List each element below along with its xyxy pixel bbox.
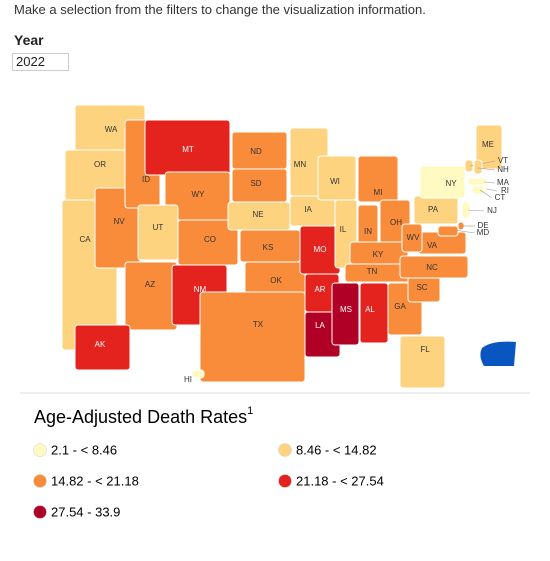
legend-label: 27.54 - 33.9	[51, 504, 120, 519]
state-label: ND	[250, 147, 262, 156]
state-label: KY	[373, 250, 384, 259]
state-label: MS	[340, 305, 352, 314]
legend-swatch	[278, 474, 292, 488]
state-label: NY	[445, 179, 457, 188]
state-label: NC	[426, 263, 438, 272]
state-label: TN	[367, 267, 378, 276]
state-shape[interactable]	[191, 369, 205, 379]
state-label: DE	[477, 221, 488, 230]
state-label: WY	[192, 190, 206, 199]
state-label: KS	[263, 243, 274, 252]
state-label: NE	[252, 210, 263, 219]
legend-label: 14.82 - < 21.18	[51, 473, 139, 488]
state-shape[interactable]	[471, 185, 485, 195]
territory-shape	[480, 341, 516, 366]
state-label: MO	[314, 245, 327, 254]
states: WA OR CA NV ID MT WY UT CO AZ NM ND SD NE KS OK TX MN IA MO…	[61, 104, 510, 389]
state-shape[interactable]	[473, 159, 483, 175]
leader-line	[486, 188, 498, 192]
state-shape[interactable]	[483, 185, 489, 192]
state-shape[interactable]	[399, 335, 446, 389]
year-select[interactable]: 2022	[12, 53, 69, 71]
leader-line	[453, 229, 476, 234]
state-label: ID	[142, 175, 150, 184]
instruction: Make a selection from the filters to cha…	[14, 2, 426, 17]
legend-swatch	[278, 443, 292, 457]
state-label: SD	[250, 179, 261, 188]
state-label: AK	[95, 340, 106, 349]
state-shape[interactable]	[74, 324, 131, 371]
legend-label: 2.1 - < 8.46	[51, 442, 117, 457]
legend-footnote: 1	[247, 405, 253, 417]
leader-line	[483, 181, 496, 184]
state-shape[interactable]	[137, 204, 179, 261]
state-label: WA	[105, 125, 118, 134]
state-label: HI	[184, 375, 192, 384]
state-label: MA	[497, 178, 510, 187]
state-label: CA	[79, 235, 91, 244]
filter-label: Year	[14, 32, 44, 48]
legend: Age-Adjusted Death Rates1 2.1 - < 8.46 8.…	[33, 405, 384, 519]
state-label: GA	[394, 302, 406, 311]
state-label: OK	[270, 276, 282, 285]
state-label: OH	[390, 218, 402, 227]
state-label: MD	[477, 228, 490, 237]
state-label: NM	[194, 285, 207, 294]
leader-line	[479, 189, 493, 199]
state-label: CO	[204, 235, 216, 244]
state-label: SC	[416, 283, 427, 292]
state-label: FL	[420, 345, 430, 354]
state-label: AL	[365, 305, 375, 314]
state-label: IN	[364, 227, 372, 236]
state-label: NJ	[487, 206, 497, 215]
state-label: CT	[495, 193, 506, 202]
state-shape[interactable]	[464, 159, 474, 173]
legend-title: Age-Adjusted Death Rates1	[34, 405, 253, 427]
state-label: MN	[294, 160, 307, 169]
state-shape[interactable]	[467, 177, 487, 186]
state-label: VA	[427, 241, 438, 250]
state-label: AZ	[145, 280, 155, 289]
legend-swatch	[33, 505, 47, 519]
legend-title-text: Age-Adjusted Death Rates	[34, 407, 247, 427]
state-label: ME	[482, 140, 494, 149]
state-label: IA	[304, 205, 312, 214]
state-label: RI	[501, 186, 509, 195]
state-shape[interactable]	[401, 223, 423, 253]
legend-label: 8.46 - < 14.82	[296, 442, 377, 457]
legend-swatch	[33, 474, 47, 488]
state-label: AR	[314, 285, 325, 294]
leader-line	[477, 167, 496, 171]
state-label: VT	[498, 156, 508, 165]
state-label: WI	[330, 177, 340, 186]
state-label: PA	[428, 205, 439, 214]
state-shape[interactable]	[399, 255, 469, 279]
state-label: NV	[113, 217, 125, 226]
legend-label: 21.18 - < 27.54	[296, 473, 384, 488]
state-shape[interactable]	[357, 155, 399, 203]
state-label: OR	[94, 160, 106, 169]
state-shape[interactable]	[124, 261, 178, 331]
leader-line	[467, 209, 485, 212]
state-label: TX	[253, 320, 264, 329]
state-label: NH	[497, 165, 509, 174]
state-label: LA	[315, 321, 325, 330]
state-label: UT	[153, 223, 164, 232]
state-label: WV	[407, 233, 421, 242]
state-shape[interactable]	[331, 282, 360, 346]
state-shape[interactable]	[199, 291, 306, 383]
state-shape[interactable]	[437, 225, 459, 237]
legend-swatch	[33, 443, 47, 457]
state-label: IL	[340, 225, 347, 234]
state-shape[interactable]	[419, 165, 466, 199]
state-label: MT	[182, 145, 194, 154]
state-label: MI	[374, 188, 383, 197]
